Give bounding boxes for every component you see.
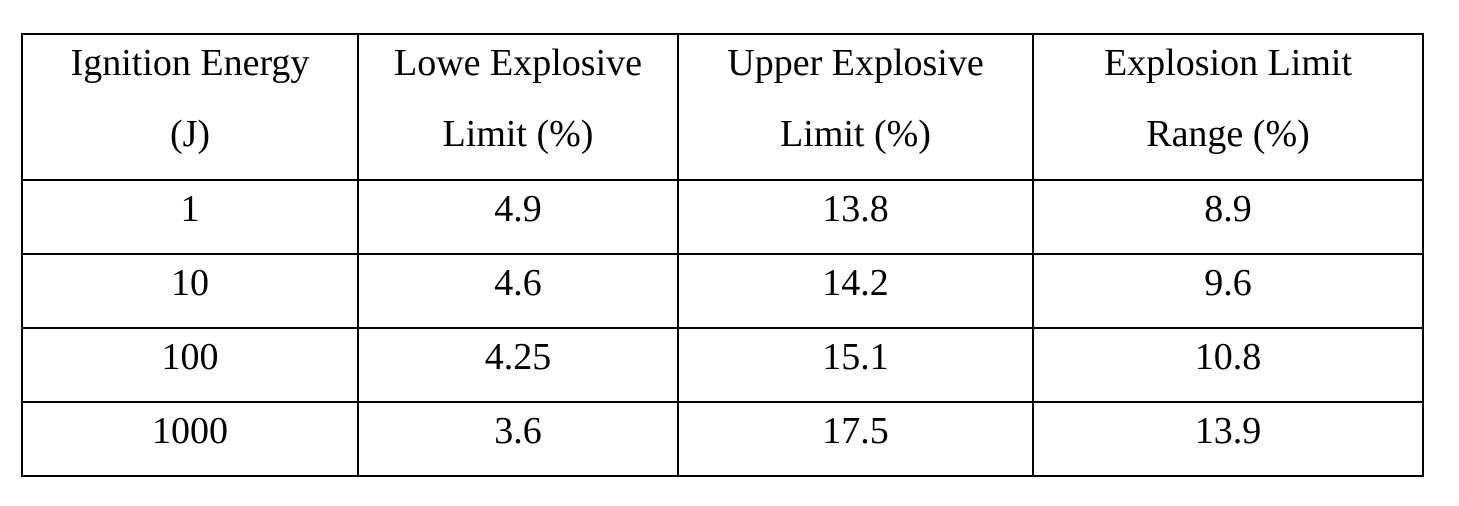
table-row: 100 4.25 15.1 10.8	[21, 327, 1424, 403]
header-row: Ignition Energy (J) Lowe Explosive Limit (%…	[21, 33, 1424, 181]
data-table: Ignition Energy (J) Lowe Explosive Limit (%…	[21, 33, 1424, 477]
header-line: Limit (%)	[780, 113, 931, 155]
table-row: 1 4.9 13.8 8.9	[21, 179, 1424, 255]
table-row: 10 4.6 14.2 9.6	[21, 253, 1424, 329]
header-line: Range (%)	[1146, 113, 1310, 155]
header-line: Ignition Energy	[70, 42, 310, 84]
table-row: 1000 3.6 17.5 13.9	[21, 401, 1424, 477]
table-cell: 4.9	[357, 179, 679, 255]
table-cell: 15.1	[677, 327, 1034, 403]
table-cell: 4.25	[357, 327, 679, 403]
table-cell: 14.2	[677, 253, 1034, 329]
table-cell: 3.6	[357, 401, 679, 477]
table-cell: 100	[21, 327, 359, 403]
header-cell: Lowe Explosive Limit (%)	[357, 33, 679, 181]
table-cell: 13.8	[677, 179, 1034, 255]
header-line: (J)	[169, 113, 211, 155]
header-cell: Explosion Limit Range (%)	[1032, 33, 1424, 181]
header-line: Limit (%)	[442, 113, 594, 155]
table-cell: 4.6	[357, 253, 679, 329]
header-line: Explosion Limit	[1103, 42, 1353, 84]
table-cell: 10.8	[1032, 327, 1424, 403]
header-line: Lowe Explosive	[393, 42, 642, 84]
table-cell: 9.6	[1032, 253, 1424, 329]
table-cell: 1	[21, 179, 359, 255]
table-cell: 17.5	[677, 401, 1034, 477]
header-cell: Ignition Energy (J)	[21, 33, 359, 181]
table-cell: 13.9	[1032, 401, 1424, 477]
header-line: Upper Explosive	[727, 42, 984, 84]
table-cell: 1000	[21, 401, 359, 477]
header-cell: Upper Explosive Limit (%)	[677, 33, 1034, 181]
table-cell: 10	[21, 253, 359, 329]
table-cell: 8.9	[1032, 179, 1424, 255]
